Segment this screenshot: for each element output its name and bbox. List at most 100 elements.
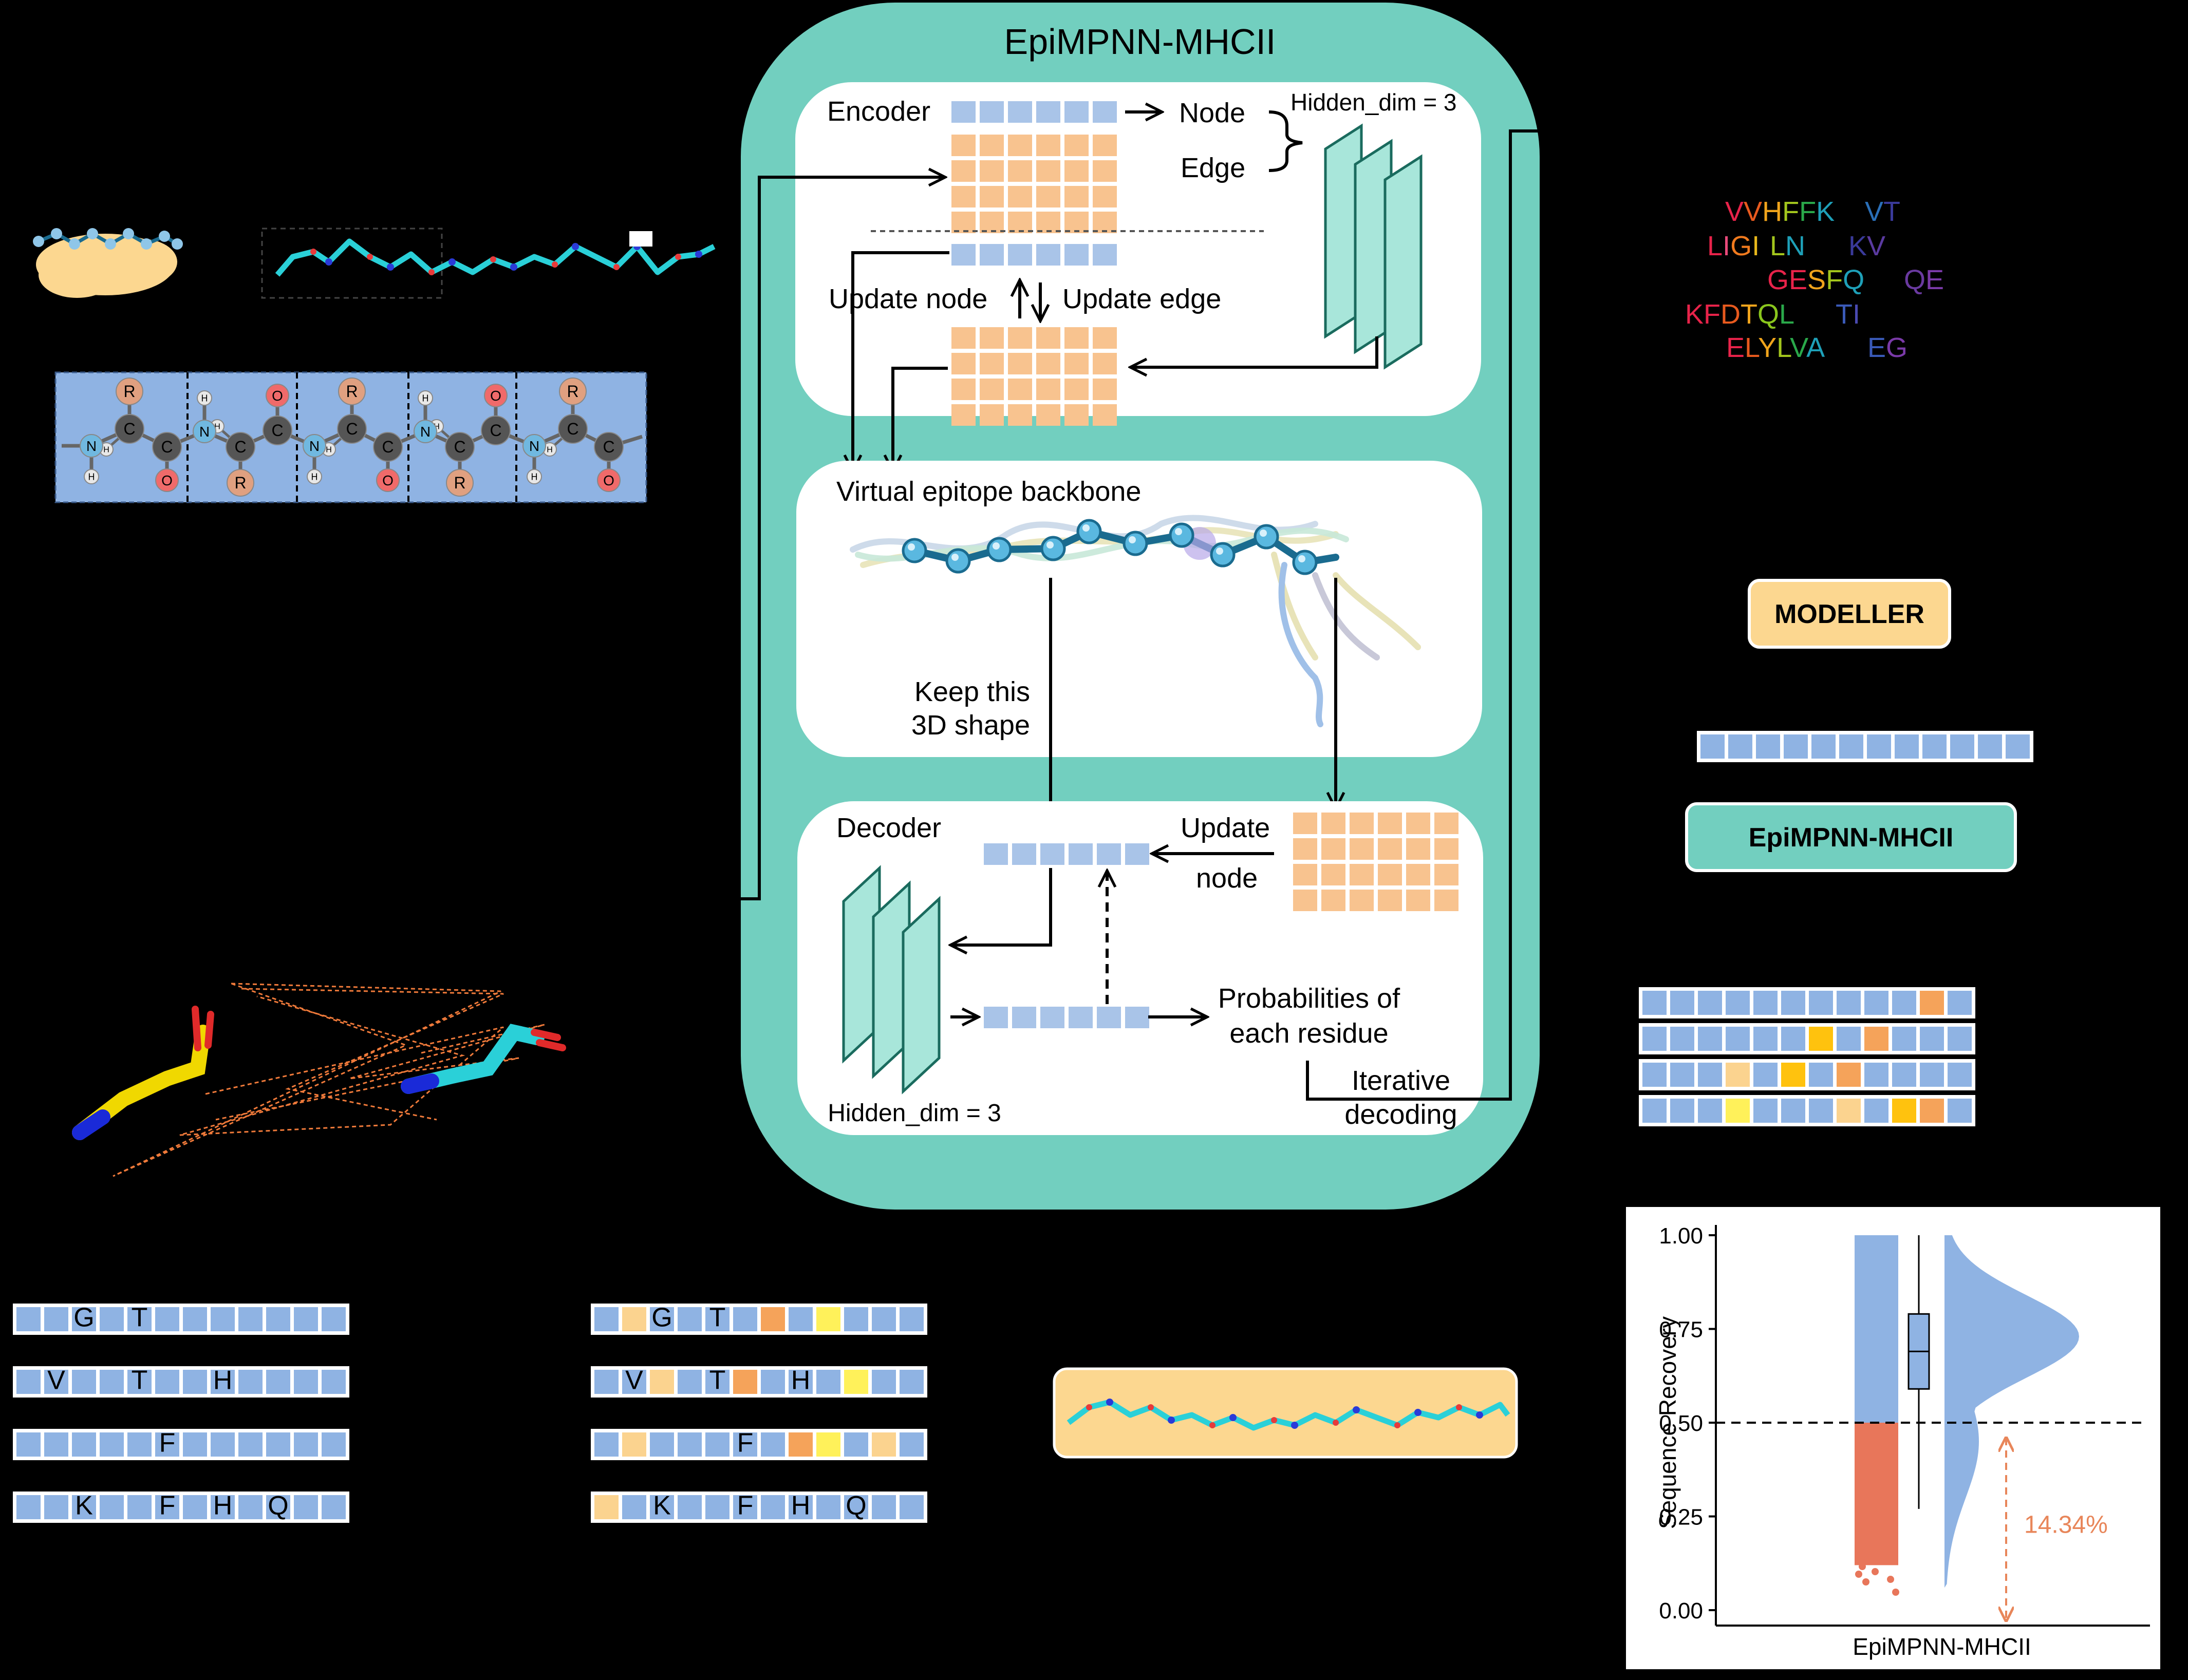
residue-letter: H (791, 1491, 811, 1521)
node-cell (984, 843, 1008, 865)
node-cell (1093, 244, 1117, 266)
updated-edge-matrix (951, 327, 1117, 426)
atom (445, 432, 475, 462)
sequence-cell (1895, 734, 1919, 759)
sequence-cell (294, 1432, 318, 1457)
residue-bead (1292, 550, 1318, 575)
node-cell (1093, 101, 1117, 123)
atom-label: C (161, 438, 173, 456)
edge-cell (1064, 404, 1089, 426)
sequence-word: VVHFFK (1725, 196, 1835, 227)
atom-label: O (382, 473, 394, 488)
residue-letter: Q (1843, 265, 1864, 295)
edge-cell (1036, 404, 1060, 426)
decoded-sequence-rows (1639, 987, 1975, 1126)
residue-bead (1254, 524, 1279, 550)
sequence-cell (266, 1495, 290, 1519)
residue-letter: T (1836, 299, 1853, 330)
keep-shape-line2: 3D shape (911, 710, 1030, 741)
node-cell (951, 244, 976, 266)
atom (418, 390, 433, 406)
residue-letter: T (1883, 196, 1900, 227)
updated-node-vector (951, 244, 1117, 266)
atom-label: H (201, 393, 208, 403)
update-edge-label: Update edge (1062, 284, 1221, 314)
atom-label: C (382, 438, 394, 456)
edge-cell (1093, 160, 1117, 182)
sequence-cell (1726, 1099, 1750, 1123)
sequence-cell (678, 1432, 702, 1457)
residue-letter: H (213, 1491, 233, 1521)
iterative-loop-line (1306, 129, 1540, 1101)
hidden-layers-top-icon (1324, 123, 1423, 370)
edge-cell (951, 186, 976, 207)
sequence-cell (183, 1370, 207, 1394)
atom-label: C (123, 420, 135, 438)
residue-letter: V (47, 1366, 65, 1395)
sequence-cell (844, 1370, 868, 1394)
sequence-cell (1753, 1027, 1778, 1051)
edge-cell (980, 327, 1004, 349)
node-cell (1069, 1007, 1093, 1028)
sequence-cell (16, 1432, 41, 1457)
residue-letter: V (1790, 332, 1808, 363)
residue-letter: V (625, 1366, 643, 1395)
atom (337, 414, 367, 444)
decoder-output-vector (984, 1007, 1149, 1028)
residue-letter: Q (846, 1491, 866, 1521)
masked-sequence-rows: G T V T H F K F H Q (13, 1303, 349, 1523)
residue-letter: L (1776, 332, 1791, 363)
sequence-word: LIGI (1707, 231, 1760, 261)
sequence-cell (816, 1370, 840, 1394)
residue-letter: K (653, 1491, 671, 1521)
edge-cell (1036, 353, 1060, 374)
sequence-cell (1698, 1099, 1722, 1123)
residue-letter: S (1807, 265, 1826, 295)
atom-label: C (234, 438, 246, 456)
sequence-cell (1864, 991, 1888, 1015)
sequence-cell (650, 1495, 674, 1519)
residue-letter: T (132, 1366, 148, 1395)
residue-letter: F (159, 1428, 176, 1458)
atom-label: O (603, 473, 614, 488)
y-tick-label: 0.00 (1659, 1598, 1703, 1624)
sequence-cell (705, 1370, 730, 1394)
mhc-peptide-icon (33, 228, 183, 298)
sequence-word: QE (1904, 265, 1944, 295)
node-cell (1008, 244, 1032, 266)
sequence-cell (1892, 991, 1916, 1015)
sequence-cell (1920, 1099, 1944, 1123)
sequence-cell (44, 1307, 68, 1331)
edge-cell (1321, 813, 1345, 834)
sequence-cell (761, 1370, 785, 1394)
atom-label: C (271, 421, 283, 440)
node-cell (1036, 101, 1060, 123)
edge-cell (951, 135, 976, 156)
sequence-word: KFDTQL (1685, 299, 1794, 330)
backbone-atoms: H H R O N C C H H R O N C C H H R O N C C H H R O N C C H H R O N C C (62, 377, 643, 497)
sequence-cell (816, 1432, 840, 1457)
sequence-cell (1670, 1063, 1694, 1087)
atom (226, 432, 255, 462)
residue-letter: F (737, 1491, 754, 1521)
bead-shine (1129, 536, 1136, 543)
sequence-cell (266, 1432, 290, 1457)
layers-to-edge-arrow (1130, 336, 1378, 367)
sequence-cell (2006, 734, 2030, 759)
sequence-cell (155, 1495, 179, 1519)
residue-letter: L (1707, 231, 1723, 261)
edge-cell (1064, 186, 1089, 207)
atom (80, 434, 103, 458)
y-tick-label: 1.00 (1659, 1223, 1703, 1249)
sequence-cell (1892, 1099, 1916, 1123)
residue-letter: V (1725, 196, 1744, 227)
bead-shine (1046, 541, 1054, 549)
edge-cell (1434, 838, 1458, 860)
outlier-point (1872, 1568, 1879, 1575)
sequence-cell (16, 1495, 41, 1519)
sequence-recovery-chart: 0.00 0.25 0.50 0.75 1.00 Sequence Recovery Epi… (1654, 1223, 2150, 1660)
edge-cell (1008, 135, 1032, 156)
edge-cell (1064, 379, 1089, 400)
sequence-cell (1837, 991, 1861, 1015)
